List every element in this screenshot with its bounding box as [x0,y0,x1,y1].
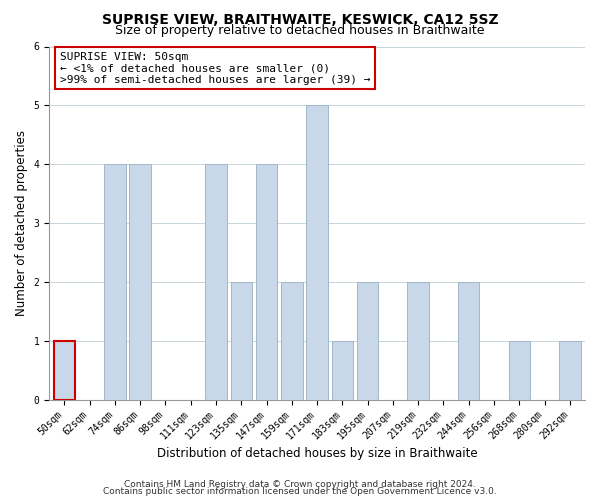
Text: Contains public sector information licensed under the Open Government Licence v3: Contains public sector information licen… [103,487,497,496]
Y-axis label: Number of detached properties: Number of detached properties [15,130,28,316]
X-axis label: Distribution of detached houses by size in Braithwaite: Distribution of detached houses by size … [157,447,478,460]
Bar [130,164,151,400]
Bar [559,341,581,400]
Text: Size of property relative to detached houses in Braithwaite: Size of property relative to detached ho… [115,24,485,37]
Bar [509,341,530,400]
Bar [332,341,353,400]
Bar [281,282,302,400]
Bar [230,282,252,400]
Text: SUPRISE VIEW, BRAITHWAITE, KESWICK, CA12 5SZ: SUPRISE VIEW, BRAITHWAITE, KESWICK, CA12… [101,12,499,26]
Bar [407,282,429,400]
Bar [256,164,277,400]
Bar [458,282,479,400]
Bar [104,164,125,400]
Bar [53,341,75,400]
Text: SUPRISE VIEW: 50sqm
← <1% of detached houses are smaller (0)
>99% of semi-detach: SUPRISE VIEW: 50sqm ← <1% of detached ho… [60,52,370,85]
Bar [357,282,379,400]
Text: Contains HM Land Registry data © Crown copyright and database right 2024.: Contains HM Land Registry data © Crown c… [124,480,476,489]
Bar [205,164,227,400]
Bar [307,106,328,400]
